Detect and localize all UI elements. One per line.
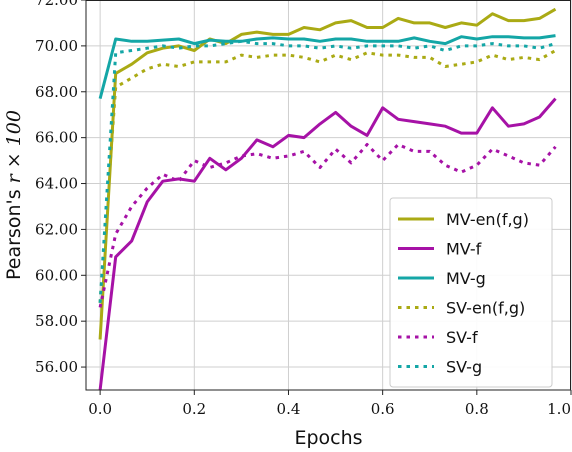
x-axis-label: Epochs bbox=[294, 427, 362, 449]
legend-label: SV-f bbox=[446, 328, 478, 347]
x-tick-label: 0.0 bbox=[88, 400, 112, 418]
x-tick-label: 0.4 bbox=[277, 400, 301, 418]
x-tick-label: 1.0 bbox=[547, 400, 571, 418]
series-line-mv-en-f-g bbox=[98, 7, 557, 340]
y-tick-label: 60.00 bbox=[35, 266, 78, 284]
x-tick-label: 0.2 bbox=[182, 400, 206, 418]
legend-label: MV-en(f,g) bbox=[446, 210, 529, 229]
series-line-mv-f bbox=[98, 97, 557, 391]
legend-label: SV-en(f,g) bbox=[446, 299, 525, 318]
y-axis-label-math: r × 100 bbox=[3, 110, 25, 183]
y-tick-label: 68.00 bbox=[35, 83, 78, 101]
y-tick-label: 56.00 bbox=[35, 358, 78, 376]
y-axis-label: Pearson's r × 100 bbox=[3, 110, 25, 280]
series-line-sv-f bbox=[98, 143, 557, 308]
y-tick-labels: 56.00 58.00 60.00 62.00 64.00 66.00 68.00 70.00… bbox=[35, 0, 86, 376]
y-tick-label: 70.00 bbox=[35, 37, 78, 55]
plot-frame bbox=[85, 0, 571, 391]
legend-label: SV-g bbox=[446, 358, 482, 377]
legend-label: MV-g bbox=[446, 269, 486, 288]
y-tick-label: 64.00 bbox=[35, 175, 78, 193]
series-line-sv-en-f-g bbox=[98, 49, 557, 303]
series-line-mv-g bbox=[98, 34, 556, 99]
legend: MV-en(f,g) MV-f MV-g SV-en(f,g) SV-f SV-g bbox=[389, 197, 553, 388]
y-tick-label: 72.00 bbox=[35, 0, 78, 9]
x-tick-label: 0.8 bbox=[465, 400, 489, 418]
series-lines bbox=[98, 7, 557, 391]
x-tick-labels: 0.0 0.2 0.4 0.6 0.8 1.0 bbox=[88, 390, 572, 418]
legend-box bbox=[389, 197, 553, 388]
y-axis-label-prefix: Pearson's bbox=[3, 183, 25, 280]
x-tick-label: 0.6 bbox=[371, 400, 395, 418]
legend-label: MV-f bbox=[446, 240, 482, 259]
y-tick-label: 62.00 bbox=[35, 220, 78, 238]
y-tick-label: 66.00 bbox=[35, 129, 78, 147]
y-tick-label: 58.00 bbox=[35, 312, 78, 330]
